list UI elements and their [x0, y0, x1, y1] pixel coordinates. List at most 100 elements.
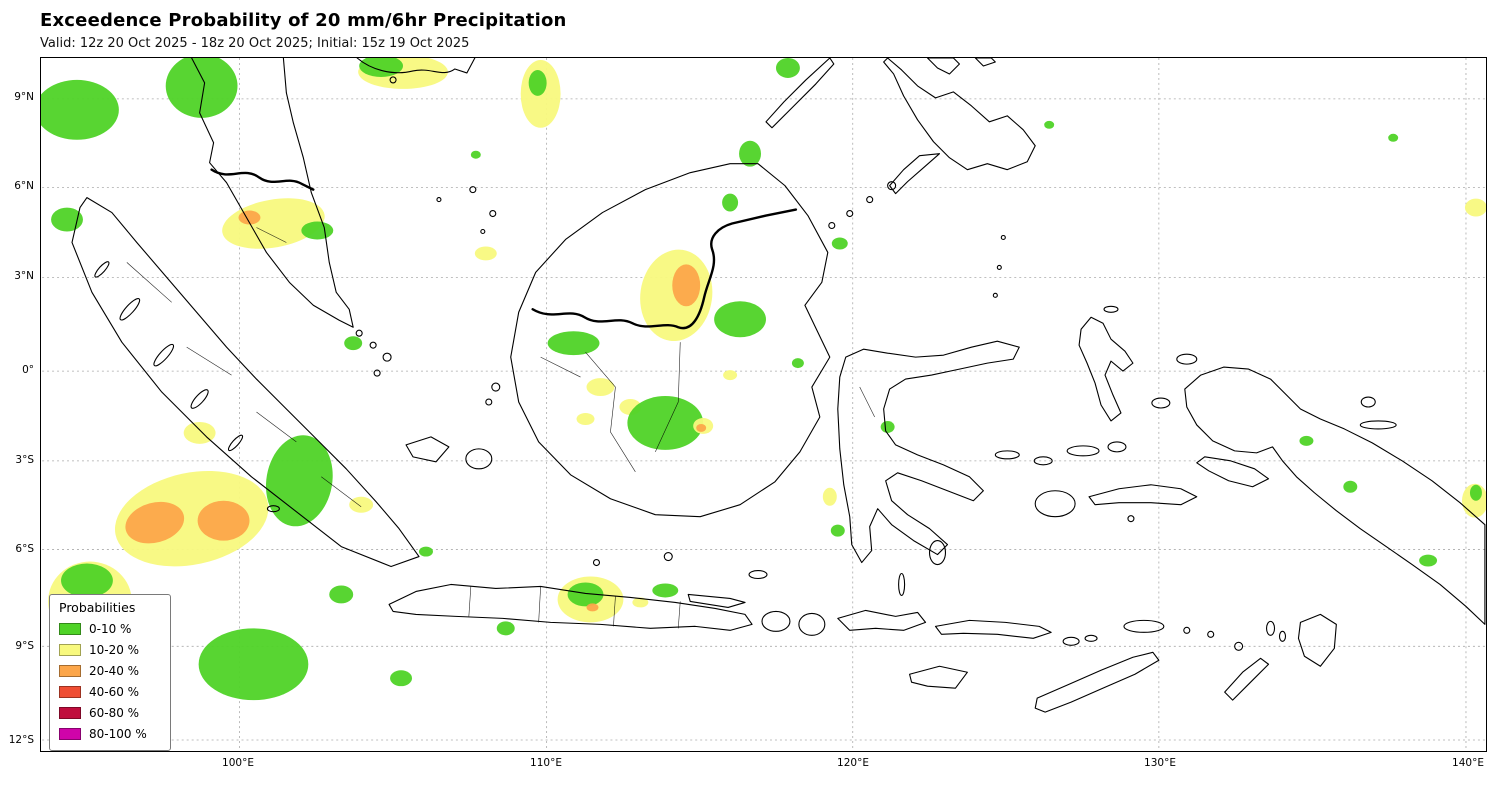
coastline-island: [1084, 634, 1098, 642]
precip-blob: [418, 546, 433, 557]
legend-label: 60-80 %: [89, 705, 140, 720]
coastline-island: [369, 341, 377, 349]
coastline-seram: [1088, 484, 1198, 506]
coastline-malay-peninsula: [191, 58, 354, 328]
probability-legend: Probabilities 0-10 % 10-20 % 20-40 % 40-…: [49, 594, 171, 751]
coastline-island: [480, 228, 486, 235]
admin-borders: [126, 227, 875, 629]
border-line: [585, 351, 636, 472]
legend-label: 0-10 %: [89, 621, 132, 636]
precip-blob: [822, 487, 837, 506]
border-line: [677, 601, 681, 629]
precip-blob: [344, 336, 363, 351]
precip-blob: [1343, 480, 1358, 493]
coastline-sulawesi: [837, 340, 1020, 564]
precip-blob: [696, 423, 707, 432]
legend-swatch-80-100: [59, 727, 81, 740]
legend-label: 80-100 %: [89, 726, 147, 741]
precip-blob: [791, 358, 804, 369]
coastline-island: [436, 197, 442, 203]
coastline-island: [94, 261, 110, 278]
legend-label: 20-40 %: [89, 663, 140, 678]
legend-swatch-10-20: [59, 643, 81, 656]
coastline-bomberai: [1196, 456, 1270, 488]
coastline-island: [119, 298, 141, 321]
legend-item: 10-20 %: [59, 639, 161, 660]
coastline-island: [866, 196, 874, 204]
coastline-tanimbar: [1224, 657, 1270, 701]
precip-blob: [1464, 198, 1486, 217]
legend-item: 60-80 %: [59, 702, 161, 723]
precip-blob: [831, 237, 848, 250]
precip-blob: [1299, 435, 1314, 446]
coastline-visayas: [974, 58, 996, 67]
precip-blob: [51, 207, 83, 232]
valid-time-subtitle: Valid: 12z 20 Oct 2025 - 18z 20 Oct 2025…: [40, 36, 470, 51]
legend-label: 40-60 %: [89, 684, 140, 699]
precip-blob: [1419, 554, 1438, 567]
precip-blob: [265, 435, 333, 527]
lat-tick-label: 9°S: [15, 640, 34, 652]
precip-blob: [672, 264, 701, 307]
border-malaysia-indonesia: [531, 208, 798, 330]
precip-blob: [1388, 133, 1399, 142]
precip-blob: [723, 370, 738, 381]
border-line: [538, 586, 541, 623]
coastline-sumba: [909, 665, 968, 689]
lat-tick-label: 6°N: [14, 180, 34, 192]
precip-blob: [567, 582, 604, 607]
legend-item: 20-40 %: [59, 660, 161, 681]
precip-blob: [586, 378, 615, 397]
coastline-island: [1127, 515, 1135, 523]
precip-blob: [125, 501, 185, 544]
coastline-island: [996, 264, 1002, 270]
coastline-island: [748, 569, 768, 580]
legend-swatch-60-80: [59, 706, 81, 719]
coastline-island: [1033, 456, 1053, 466]
precip-blob: [528, 69, 547, 96]
coastline-island: [1062, 636, 1080, 646]
coastline-island: [887, 181, 897, 191]
legend-item: 40-60 %: [59, 681, 161, 702]
precip-blob: [390, 670, 413, 687]
precip-blob: [1469, 484, 1482, 501]
coastline-island: [266, 505, 280, 513]
precip-blob: [329, 585, 354, 604]
coastline-belitung: [465, 448, 493, 470]
coastline-aru: [1297, 613, 1337, 667]
border-line: [655, 342, 681, 452]
lat-tick-label: 3°S: [15, 454, 34, 466]
precip-blob: [470, 150, 481, 159]
coastline-island: [994, 450, 1020, 460]
coastline-island: [1066, 445, 1100, 457]
coastline-island: [469, 186, 477, 194]
coastline-palawan: [765, 58, 835, 129]
precip-blob: [739, 140, 762, 167]
legend-item: 80-100 %: [59, 723, 161, 744]
precip-blob: [586, 603, 599, 612]
border-line: [321, 476, 362, 507]
precip-blob: [652, 583, 679, 598]
coastline-timor: [1034, 651, 1160, 713]
precip-blob: [165, 58, 238, 118]
lat-tick-label: 6°S: [15, 543, 34, 555]
lat-tick-label: 9°N: [14, 91, 34, 103]
border-line: [540, 356, 581, 378]
coastline-island: [389, 76, 397, 84]
coastline-halmahera: [1078, 316, 1134, 422]
coastline-island: [992, 292, 998, 298]
border-line: [126, 262, 172, 303]
coastline-yapen: [1359, 420, 1397, 430]
coastline-island: [1103, 305, 1119, 313]
coastline-island: [1207, 630, 1215, 638]
coastline-misool: [1151, 397, 1171, 409]
border-line: [256, 411, 297, 443]
coastline-kai: [1265, 620, 1276, 636]
coastline-island: [1000, 234, 1006, 241]
legend-swatch-40-60: [59, 685, 81, 698]
precip-blob: [576, 412, 595, 425]
coastline-island: [846, 210, 854, 218]
coastline-bali: [761, 610, 791, 632]
coastline-island: [227, 434, 244, 452]
